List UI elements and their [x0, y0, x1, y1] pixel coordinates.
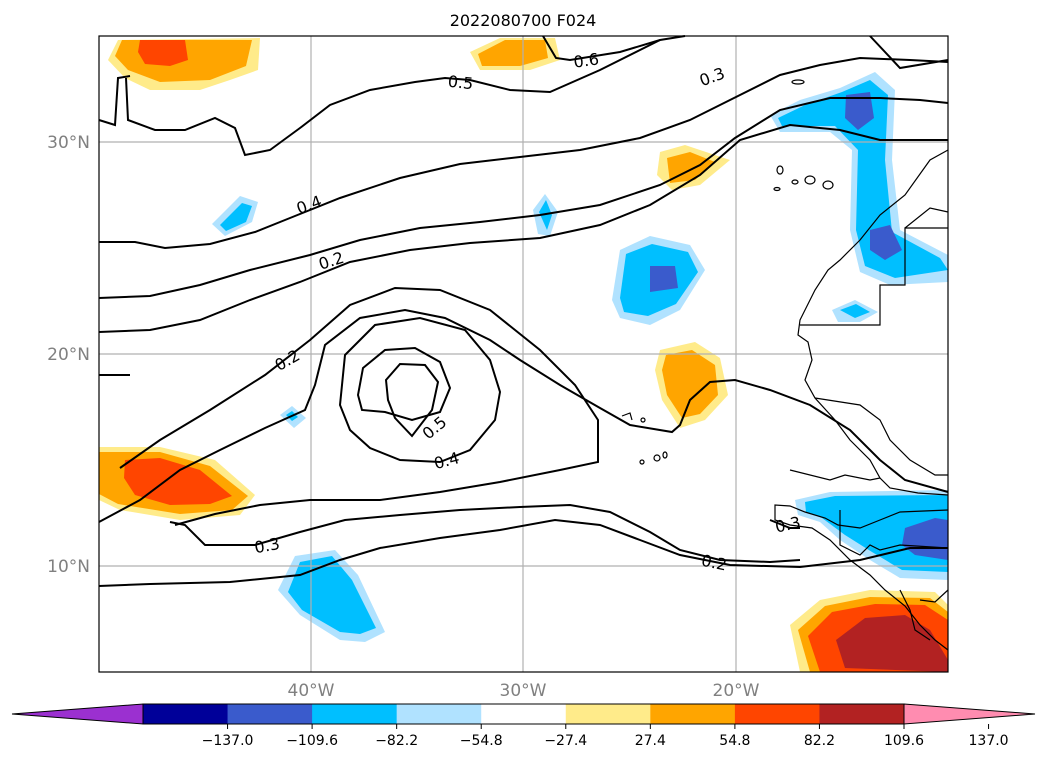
contour-line: [98, 97, 949, 299]
negative-anomaly-region: [650, 266, 678, 292]
positive-anomaly-region: [138, 40, 188, 66]
contour-line: [125, 39, 661, 157]
lon-label: 40°W: [288, 681, 335, 701]
colorbar-tick-label: 54.8: [719, 733, 750, 749]
colorbar-segment: [312, 704, 398, 724]
colorbar-segment: [819, 704, 905, 724]
colorbar-segment: [565, 704, 651, 724]
contour-line: [542, 35, 686, 62]
lon-label: 20°W: [713, 681, 760, 701]
contour-line: [99, 56, 949, 250]
negative-anomaly-region: [840, 304, 870, 318]
contour-line: [98, 308, 949, 523]
colorbar-tick-label: −109.6: [286, 733, 338, 749]
border-line: [814, 397, 948, 476]
island: [773, 186, 781, 192]
negative-anomaly-region: [288, 556, 376, 634]
longitude-labels: 40°W 30°W 20°W: [288, 681, 760, 701]
contour-line: [119, 286, 599, 526]
border-line: [904, 207, 949, 229]
contour-line: [98, 518, 948, 587]
negative-anomaly-region: [778, 80, 948, 278]
island: [804, 175, 816, 185]
contour-label: 0.5: [447, 72, 474, 94]
positive-anomaly-region: [662, 350, 718, 418]
contour-line: [169, 503, 801, 564]
colorbar-extend-high: [903, 703, 1036, 725]
contour-line: [338, 316, 502, 464]
positive-anomaly-region: [124, 458, 232, 505]
colorbar-tick-label: −82.2: [375, 733, 418, 749]
contour-line: [356, 346, 452, 422]
colorbar-segment: [227, 704, 313, 724]
island: [791, 79, 805, 85]
contour-line: [869, 35, 949, 70]
island: [639, 459, 645, 465]
colorbar-frame: [142, 703, 905, 725]
island: [662, 451, 668, 459]
island: [822, 180, 834, 190]
colorbar-tick-label: 82.2: [804, 733, 835, 749]
negative-anomaly-region: [845, 92, 874, 130]
colorbar-extend-low: [11, 703, 144, 725]
colorbar-segment: [481, 704, 567, 724]
map-panel: 0.6 0.5 0.3 0.4 0.2 0.2 0.5 0.4 0.3 0.2 …: [98, 35, 949, 673]
contour-labels: 0.6 0.5 0.3 0.4 0.2 0.2 0.5 0.4 0.3 0.2 …: [253, 49, 802, 574]
island: [791, 179, 799, 185]
contour-line: [98, 123, 948, 333]
contour-label: 0.3: [253, 534, 281, 557]
contour-line: [769, 519, 800, 529]
lat-label: 20°N: [47, 345, 90, 365]
colorbar-tick-label: −137.0: [202, 733, 254, 749]
colorbar: −137.0 −109.6 −82.2 −54.8 −27.4 27.4 54.8 82.2 1…: [11, 703, 1036, 749]
contour-line: [98, 75, 131, 127]
contour-label: 0.3: [773, 513, 802, 537]
latitude-labels: 30°N 20°N 10°N: [47, 133, 90, 577]
border-line: [800, 227, 948, 326]
africa-coastline: [774, 504, 949, 651]
colorbar-segment: [650, 704, 736, 724]
colorbar-tick-label: −54.8: [460, 733, 503, 749]
map-frame: [98, 35, 949, 673]
lon-label: 30°W: [500, 681, 547, 701]
border-line: [839, 510, 949, 556]
colorbar-segment: [143, 704, 229, 724]
colorbar-tick-label: 109.6: [884, 733, 924, 749]
figure-title: 2022080700 F024: [450, 11, 597, 30]
colorbar-segment: [734, 704, 820, 724]
positive-anomaly-region: [836, 615, 948, 672]
contour-label: 0.6: [572, 49, 600, 71]
island: [640, 417, 646, 423]
negative-anomaly-region: [902, 518, 948, 560]
coastlines: [621, 79, 949, 651]
colorbar-segment: [396, 704, 482, 724]
border-line: [789, 469, 881, 481]
positive-anomaly-region: [478, 40, 548, 66]
border-line: [899, 589, 931, 641]
negative-anomaly-region: [220, 203, 252, 231]
lat-label: 30°N: [47, 133, 90, 153]
border-line: [919, 589, 949, 603]
colorbar-tick-label: 137.0: [969, 733, 1009, 749]
contour-label: 0.2: [700, 551, 729, 575]
colorbar-tick-label: −27.4: [544, 733, 587, 749]
colorbar-tick-label: 27.4: [635, 733, 666, 749]
island: [776, 165, 784, 175]
africa-coastline: [797, 149, 949, 496]
island: [653, 454, 661, 462]
contour-line: [384, 362, 440, 438]
lat-label: 10°N: [47, 557, 90, 577]
island: [621, 412, 633, 421]
negative-anomaly-region: [870, 225, 902, 260]
contours: [98, 35, 949, 587]
